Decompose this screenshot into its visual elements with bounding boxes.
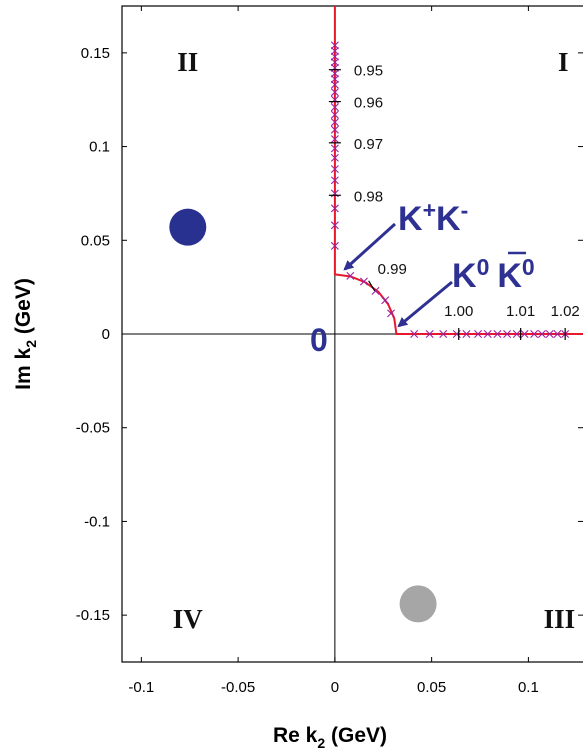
energy-label: 0.96 bbox=[354, 95, 383, 112]
energy-label: 1.02 bbox=[551, 303, 580, 320]
energy-label: 0.97 bbox=[354, 136, 383, 153]
energy-label: 0.98 bbox=[354, 188, 383, 205]
y-tick-label: 0.1 bbox=[89, 139, 110, 156]
data-point bbox=[330, 75, 339, 84]
data-point bbox=[330, 144, 339, 153]
data-point bbox=[474, 330, 483, 338]
y-axis-title: Im k2 (GeV) bbox=[12, 278, 39, 390]
data-point bbox=[330, 241, 339, 250]
data-point bbox=[425, 330, 434, 338]
data-point bbox=[330, 118, 339, 127]
x-tick-label: 0 bbox=[331, 679, 339, 696]
y-tick-label: -0.15 bbox=[76, 607, 110, 624]
data-point bbox=[330, 88, 339, 97]
quadrant-label-ii: II bbox=[177, 47, 198, 77]
data-point bbox=[483, 330, 492, 338]
data-point bbox=[493, 330, 502, 338]
pole-marker-blue bbox=[169, 208, 207, 246]
y-tick-label: 0.15 bbox=[81, 45, 110, 62]
trajectory-line bbox=[333, 6, 583, 335]
data-point bbox=[330, 125, 339, 134]
x-tick-label: 0.1 bbox=[518, 679, 539, 696]
data-point bbox=[520, 330, 529, 338]
data-point bbox=[553, 330, 562, 338]
data-point bbox=[330, 110, 339, 119]
y-tick-label: 0 bbox=[102, 326, 110, 343]
quadrant-label-iv: IV bbox=[173, 604, 204, 634]
quadrant-label-i: I bbox=[558, 47, 569, 77]
data-point bbox=[330, 103, 339, 112]
data-point bbox=[330, 58, 339, 67]
y-tick-label: -0.05 bbox=[76, 420, 110, 437]
data-point bbox=[330, 221, 339, 230]
data-point bbox=[410, 330, 419, 338]
x-axis-title: Re k2 (GeV) bbox=[273, 724, 387, 751]
data-point bbox=[387, 309, 395, 318]
data-point bbox=[330, 135, 339, 144]
threshold-arrow-charged bbox=[343, 222, 397, 271]
quadrant-label-iii: III bbox=[544, 604, 576, 634]
data-point bbox=[330, 204, 339, 213]
data-point bbox=[330, 165, 339, 174]
pole-marker-gray bbox=[399, 585, 437, 623]
x-tick-label: 0.05 bbox=[417, 679, 446, 696]
data-point bbox=[381, 296, 390, 305]
y-tick-label: -0.1 bbox=[84, 513, 110, 530]
y-tick-label: 0.05 bbox=[81, 232, 110, 249]
data-point bbox=[330, 52, 339, 61]
x-tick-label: -0.1 bbox=[128, 679, 154, 696]
energy-label: 0.95 bbox=[354, 63, 383, 80]
x-tick-label: -0.05 bbox=[221, 679, 255, 696]
threshold-arrow-neutral bbox=[397, 280, 453, 328]
data-point bbox=[503, 330, 512, 338]
energy-tick bbox=[368, 280, 376, 292]
threshold-label-kplus-kminus: K+K- bbox=[398, 197, 468, 238]
data-point bbox=[330, 69, 339, 78]
data-point bbox=[512, 330, 521, 338]
data-point bbox=[462, 330, 471, 338]
data-point bbox=[330, 41, 339, 50]
data-point bbox=[346, 271, 355, 280]
data-point bbox=[330, 176, 339, 185]
threshold-label-k0-k0bar: K0 K0 bbox=[452, 254, 535, 295]
data-point bbox=[330, 153, 339, 162]
data-point bbox=[537, 330, 546, 338]
data-point bbox=[330, 46, 339, 55]
origin-label: 0 bbox=[310, 322, 328, 358]
data-point bbox=[545, 330, 554, 338]
data-point bbox=[330, 80, 339, 89]
energy-label: 1.01 bbox=[506, 303, 535, 320]
energy-label: 0.99 bbox=[378, 261, 407, 278]
data-point bbox=[439, 330, 448, 338]
data-point bbox=[359, 277, 368, 286]
data-point bbox=[530, 330, 539, 338]
energy-label: 1.00 bbox=[444, 303, 473, 320]
